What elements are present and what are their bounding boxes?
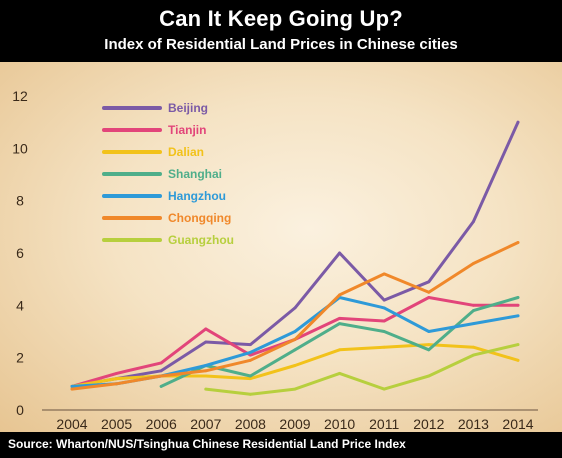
x-tick-label: 2005 [101,416,132,432]
y-tick-label: 12 [12,88,28,104]
data-point-dalian [516,358,520,362]
data-point-guangzhou [472,353,475,357]
data-point-beijing [382,298,386,302]
data-point-chongqing [249,358,252,362]
x-tick-label: 2006 [146,416,177,432]
data-point-tianjin [338,317,341,320]
line-chart: 0 2 4 6 8 10 12 2004 2005 2006 2007 2008 2009 2010 201… [12,88,538,432]
data-point-dalian [293,364,297,367]
series-line-guangzhou [204,343,520,396]
chart-subtitle: Index of Residential Land Prices in Chin… [104,36,458,53]
legend: Beijing Tianjin Dalian Shanghai Hangzhou Chon… [102,101,234,247]
data-point-beijing [427,280,431,284]
series-line-hangzhou [70,296,520,388]
y-tick-label: 8 [16,193,24,209]
data-point-chongqing [159,374,163,378]
data-point-shanghai [472,309,475,312]
legend-label-beijing: Beijing [168,101,208,115]
data-point-hangzhou [204,364,208,367]
data-point-beijing [249,343,252,346]
y-tick-label: 4 [16,297,24,313]
data-point-hangzhou [293,330,297,333]
data-point-dalian [472,345,475,349]
data-point-shanghai [338,322,341,325]
x-tick-label: 2010 [324,416,355,432]
data-point-guangzhou [204,387,208,391]
data-point-dalian [427,343,431,346]
data-point-hangzhou [249,351,252,354]
legend-label-shanghai: Shanghai [168,167,222,181]
data-point-beijing [204,340,208,344]
data-point-chongqing [472,262,475,265]
data-point-guangzhou [338,372,341,375]
source-note: Source: Wharton/NUS/Tsinghua Chinese Res… [8,437,406,451]
legend-label-chongqing: Chongqing [168,211,231,225]
x-tick-label: 2008 [235,416,266,432]
data-point-guangzhou [516,343,520,346]
series-line-tianjin [70,296,520,388]
y-tick-label: 10 [12,140,28,156]
data-point-dalian [382,345,386,349]
data-point-chongqing [516,241,520,244]
data-point-dalian [204,374,208,378]
data-point-tianjin [204,327,208,331]
legend-label-guangzhou: Guangzhou [168,233,234,247]
data-point-chongqing [427,290,431,294]
data-point-chongqing [293,338,297,341]
data-point-tianjin [472,303,475,307]
data-point-tianjin [427,296,431,299]
data-point-chongqing [204,369,208,373]
chart-title: Can It Keep Going Up? [159,6,403,31]
data-point-hangzhou [382,306,386,310]
data-point-tianjin [382,319,386,323]
x-tick-label: 2011 [369,416,399,432]
data-point-guangzhou [293,387,297,391]
data-point-beijing [293,306,297,310]
x-tick-label: 2013 [458,416,489,432]
plot-panel: 0 2 4 6 8 10 12 2004 2005 2006 2007 2008 2009 2010 201… [0,62,562,432]
data-point-shanghai [293,348,297,352]
legend-label-hangzhou: Hangzhou [168,189,226,203]
x-tick-label: 2007 [190,416,221,432]
legend-label-dalian: Dalian [168,145,204,159]
data-point-beijing [159,369,163,373]
x-tick-label: 2004 [56,416,87,432]
data-point-shanghai [249,374,252,378]
data-point-tianjin [516,303,520,307]
data-point-hangzhou [472,322,475,325]
y-tick-label: 0 [16,402,24,418]
data-point-beijing [472,220,475,224]
data-point-hangzhou [516,314,520,318]
x-tick-label: 2012 [413,416,444,432]
data-point-shanghai [382,330,386,333]
data-point-guangzhou [382,387,386,391]
data-point-chongqing [382,272,386,276]
data-point-beijing [516,120,520,124]
series-lines [70,120,520,396]
data-point-shanghai [427,348,431,352]
data-point-guangzhou [427,374,431,378]
data-point-chongqing [70,387,74,391]
x-tick-label: 2014 [502,416,533,432]
data-point-shanghai [516,296,520,299]
legend-label-tianjin: Tianjin [168,123,206,137]
data-point-tianjin [115,372,118,375]
data-point-chongqing [115,382,118,386]
data-point-dalian [338,348,341,352]
data-point-dalian [115,377,118,380]
data-point-tianjin [249,353,252,357]
x-tick-label: 2009 [279,416,310,432]
y-tick-label: 2 [16,350,24,366]
data-point-beijing [338,251,341,255]
data-point-guangzhou [249,392,252,396]
data-point-chongqing [338,293,341,297]
data-point-dalian [249,377,252,380]
data-point-shanghai [159,385,163,388]
data-point-hangzhou [427,330,431,333]
data-point-hangzhou [70,385,74,388]
data-point-tianjin [159,361,163,365]
axes: 0 2 4 6 8 10 12 2004 2005 2006 2007 2008 2009 2010 201… [12,88,538,432]
y-tick-label: 6 [16,245,24,261]
